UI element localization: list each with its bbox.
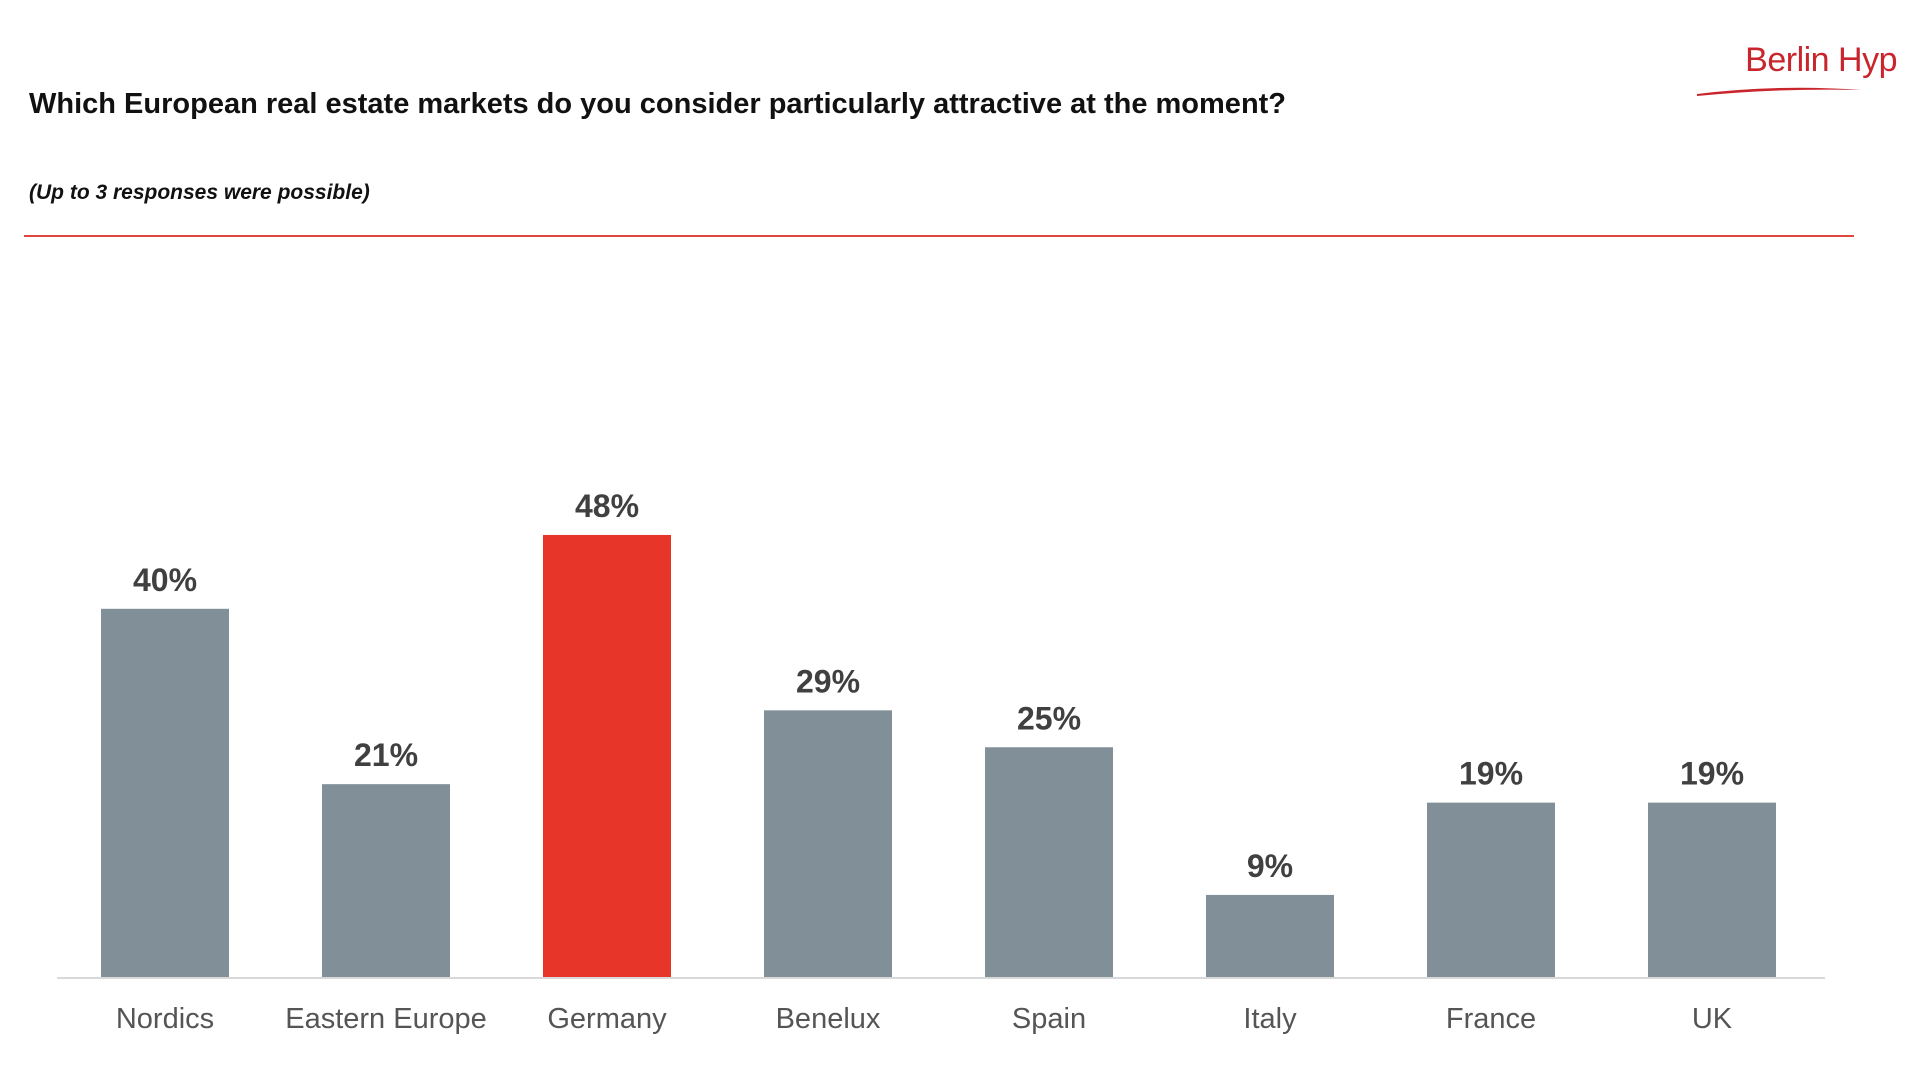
category-label-benelux: Benelux <box>776 1003 881 1035</box>
value-label-eastern-europe: 21% <box>354 737 418 773</box>
bars-group <box>101 534 1776 978</box>
bar-italy <box>1206 894 1334 978</box>
category-labels-group: Nordics Eastern Europe Germany Benelux Spain… <box>116 1003 1733 1035</box>
logo-text: Berlin Hyp <box>1745 41 1897 79</box>
header-divider <box>24 235 1854 237</box>
value-label-france: 19% <box>1459 756 1523 792</box>
category-label-italy: Italy <box>1243 1003 1297 1035</box>
value-labels-group: 40% 21% 48% 29% 25% 9% 19% 19% <box>133 488 1744 884</box>
bar-uk <box>1648 802 1776 978</box>
value-label-nordics: 40% <box>133 562 197 598</box>
value-label-italy: 9% <box>1247 848 1293 884</box>
value-label-germany: 48% <box>575 488 639 524</box>
value-label-benelux: 29% <box>796 663 860 699</box>
value-label-uk: 19% <box>1680 756 1744 792</box>
logo-swoosh-icon <box>1697 87 1861 96</box>
category-label-germany: Germany <box>547 1003 667 1035</box>
category-label-eastern-europe: Eastern Europe <box>285 1003 487 1035</box>
bar-nordics <box>101 608 229 978</box>
chart-title: Which European real estate markets do yo… <box>29 88 1287 120</box>
value-label-spain: 25% <box>1017 700 1081 736</box>
chart-subtitle: (Up to 3 responses were possible) <box>29 181 370 204</box>
bar-benelux <box>764 710 892 978</box>
bar-germany <box>543 534 671 978</box>
category-label-uk: UK <box>1692 1003 1733 1035</box>
berlin-hyp-logo: Berlin Hyp <box>1695 38 1905 100</box>
category-label-spain: Spain <box>1012 1003 1086 1035</box>
category-label-nordics: Nordics <box>116 1003 214 1035</box>
bar-spain <box>985 747 1113 978</box>
bar-eastern-europe <box>322 784 450 978</box>
category-label-france: France <box>1446 1003 1536 1035</box>
bar-france <box>1427 802 1555 978</box>
